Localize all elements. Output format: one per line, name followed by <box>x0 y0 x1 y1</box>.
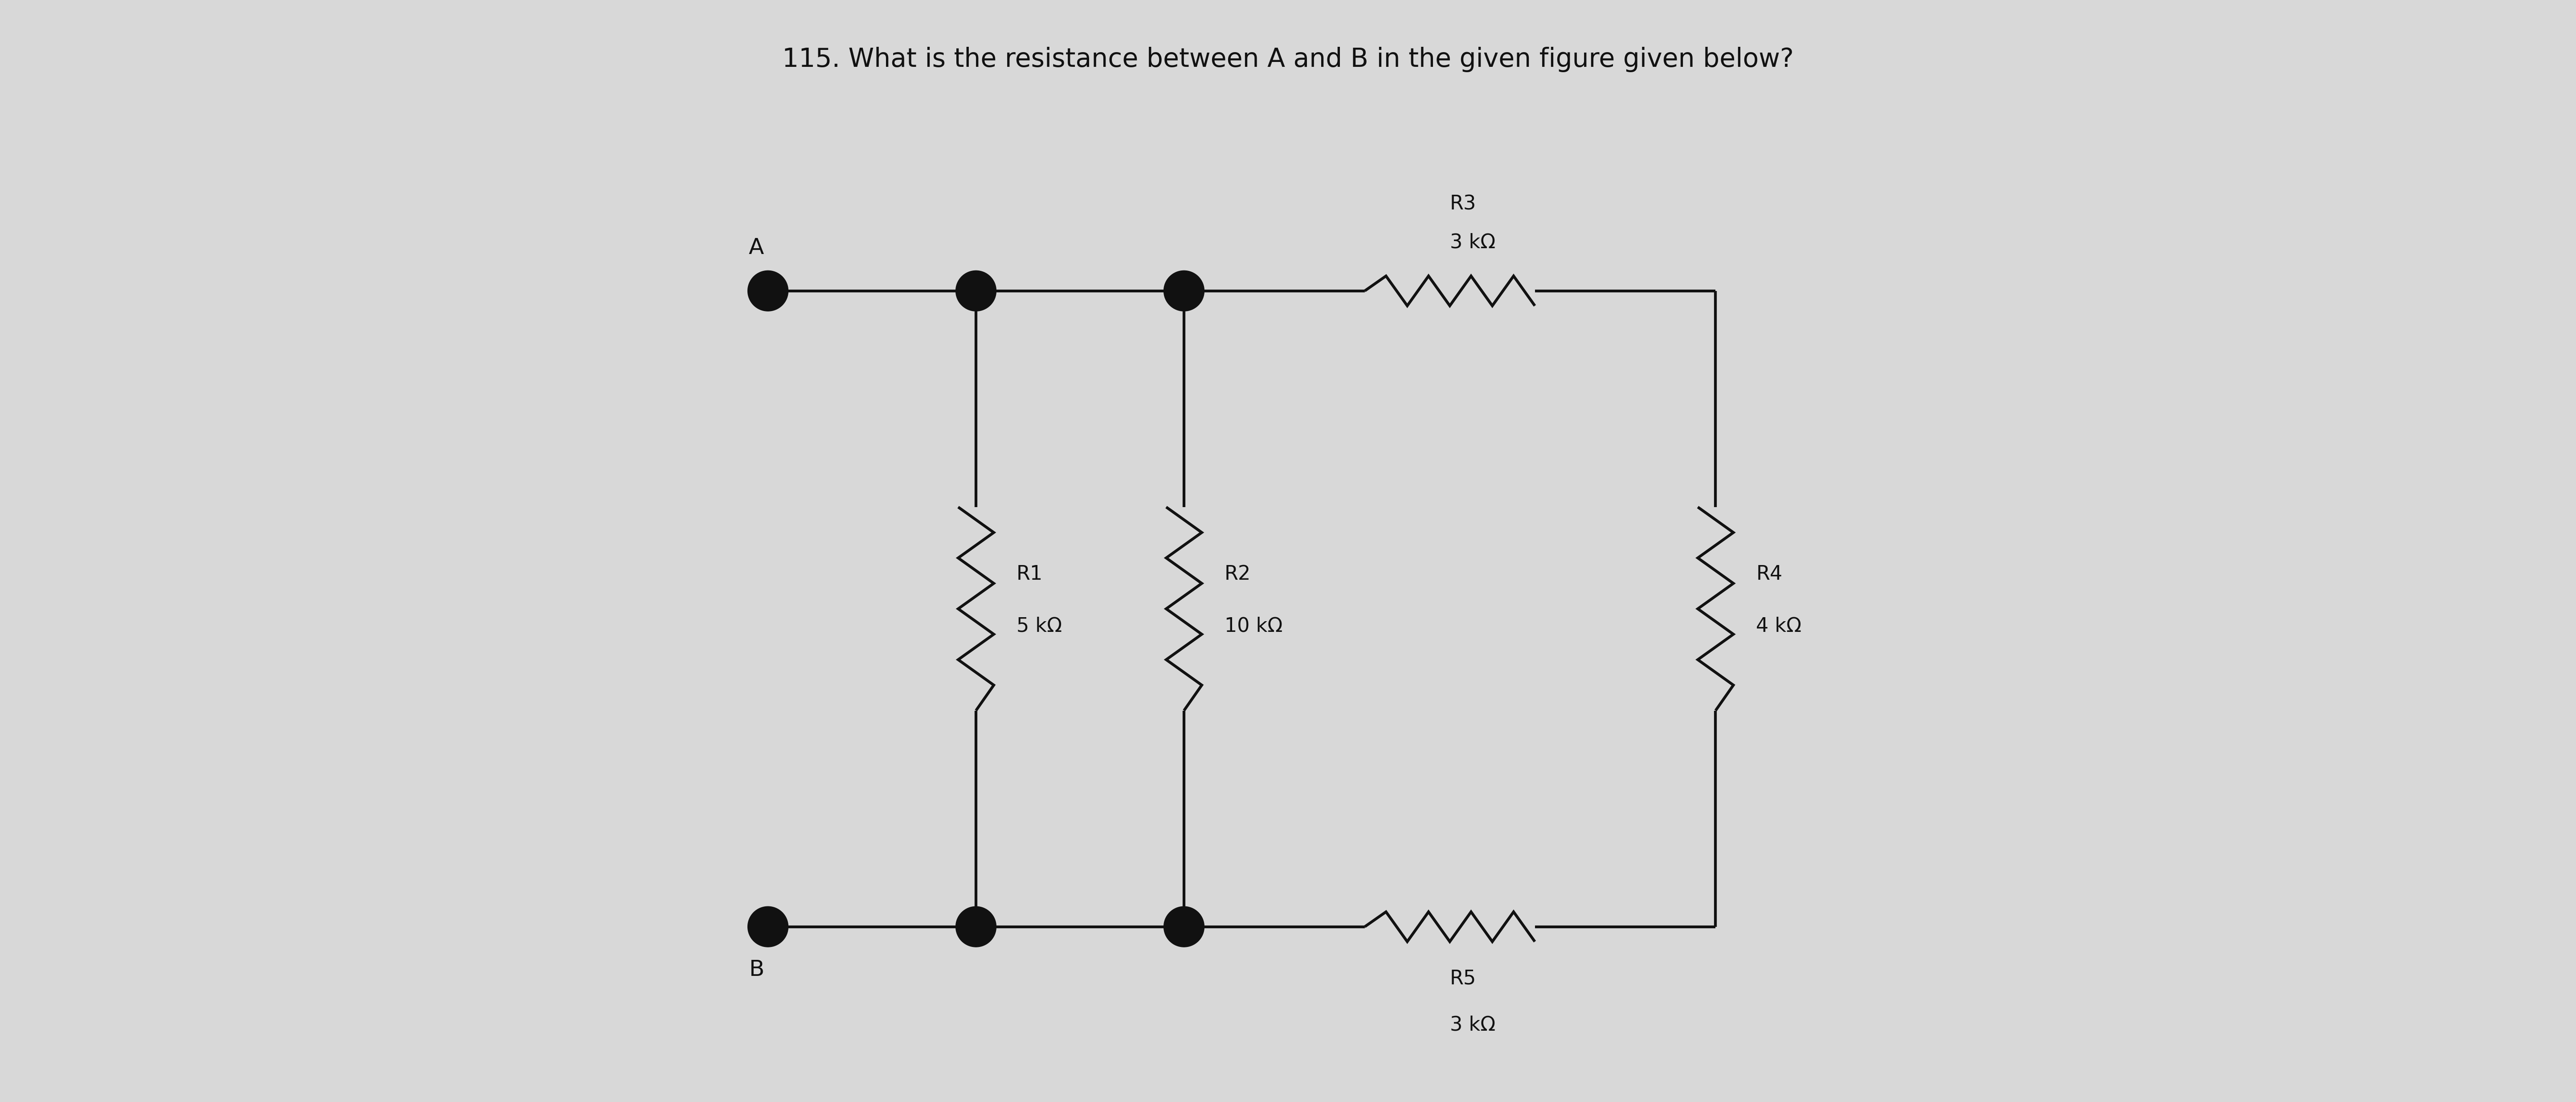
Text: 3 kΩ: 3 kΩ <box>1450 233 1497 252</box>
Text: A: A <box>750 237 765 259</box>
Text: R5: R5 <box>1450 969 1476 988</box>
Text: 5 kΩ: 5 kΩ <box>1018 616 1061 636</box>
Text: R2: R2 <box>1224 564 1252 584</box>
Circle shape <box>956 907 997 947</box>
Text: R3: R3 <box>1450 195 1476 214</box>
Circle shape <box>956 271 997 311</box>
Text: 4 kΩ: 4 kΩ <box>1757 616 1801 636</box>
Text: 3 kΩ: 3 kΩ <box>1450 1015 1497 1035</box>
Circle shape <box>1164 907 1203 947</box>
Text: R4: R4 <box>1757 564 1783 584</box>
Text: 10 kΩ: 10 kΩ <box>1224 616 1283 636</box>
Text: 115. What is the resistance between A and B in the given figure given below?: 115. What is the resistance between A an… <box>783 47 1793 73</box>
Circle shape <box>1164 271 1203 311</box>
Text: B: B <box>750 959 765 981</box>
Text: R1: R1 <box>1018 564 1043 584</box>
Circle shape <box>747 271 788 311</box>
Circle shape <box>747 907 788 947</box>
